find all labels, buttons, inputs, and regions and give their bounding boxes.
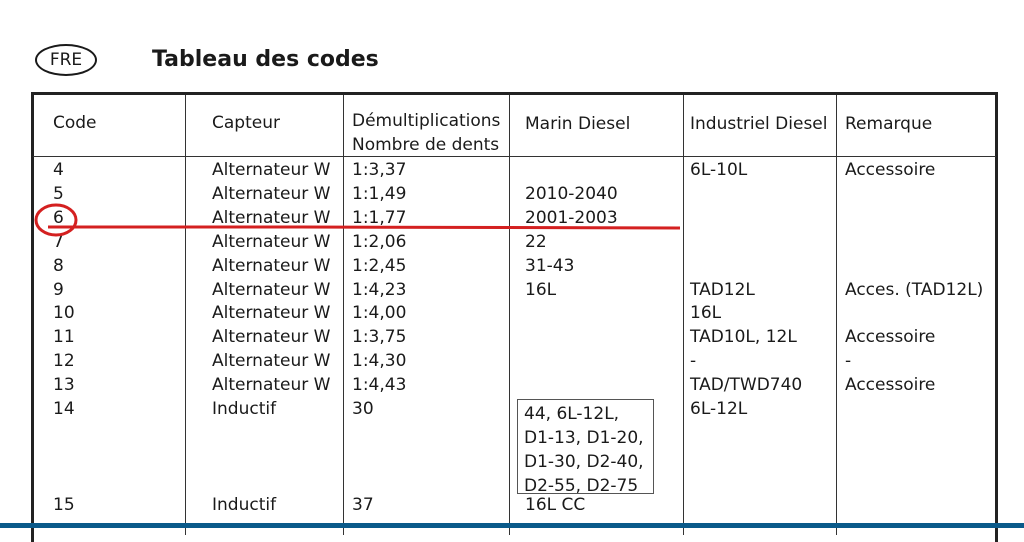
row14-marin-line: D2-55, D2-75 — [524, 476, 639, 496]
cell-capteur: Alternateur W — [212, 327, 331, 347]
header-code: Code — [53, 113, 97, 133]
cell-capteur: Alternateur W — [212, 256, 331, 276]
cell-marin: 22 — [525, 232, 547, 252]
cell-code: 15 — [53, 495, 75, 515]
cell-marin: 16L — [525, 280, 557, 300]
cell-code: 10 — [53, 303, 75, 323]
cell-code: 6 — [53, 208, 64, 228]
cell-remarque: Accessoire — [845, 375, 936, 395]
cell-demult: 1:2,06 — [352, 232, 407, 252]
red-annotation — [34, 203, 681, 237]
cell-marin: 31-43 — [525, 256, 575, 276]
cell-industriel: - — [690, 351, 697, 371]
cell-capteur: Alternateur W — [212, 375, 331, 395]
header-nombre-de-dents: Nombre de dents — [352, 135, 500, 155]
header-divider — [33, 156, 996, 157]
column-divider — [185, 95, 186, 535]
cell-code: 11 — [53, 327, 75, 347]
cell-demult: 1:2,45 — [352, 256, 407, 276]
cell-demult: 37 — [352, 495, 374, 515]
cell-code: 8 — [53, 256, 64, 276]
cell-capteur: Alternateur W — [212, 280, 331, 300]
cell-capteur: Inductif — [212, 399, 277, 419]
cell-remarque: Acces. (TAD12L) — [845, 280, 984, 300]
cell-industriel: TAD12L — [690, 280, 755, 300]
codes-table — [31, 92, 998, 542]
page-title: Tableau des codes — [152, 47, 379, 72]
cell-capteur: Alternateur W — [212, 351, 331, 371]
cell-demult: 1:4,23 — [352, 280, 407, 300]
cell-demult: 1:1,49 — [352, 184, 407, 204]
cell-remarque: - — [845, 351, 852, 371]
cell-capteur: Alternateur W — [212, 208, 331, 228]
cell-industriel: TAD/TWD740 — [690, 375, 803, 395]
highlight-circle — [34, 203, 78, 237]
cell-demult: 1:4,30 — [352, 351, 407, 371]
cell-marin: 16L CC — [525, 495, 586, 515]
cell-capteur: Alternateur W — [212, 184, 331, 204]
header-industriel-diesel: Industriel Diesel — [690, 114, 828, 134]
column-divider — [343, 95, 344, 535]
language-badge: FRE — [35, 44, 97, 76]
cell-remarque: Accessoire — [845, 160, 936, 180]
cell-marin: 2001-2003 — [525, 208, 618, 228]
cell-capteur: Alternateur W — [212, 303, 331, 323]
highlight-underline — [48, 225, 681, 230]
cell-code: 13 — [53, 375, 75, 395]
cell-capteur: Inductif — [212, 495, 277, 515]
cell-demult: 1:3,75 — [352, 327, 407, 347]
column-divider — [509, 95, 510, 535]
header-remarque: Remarque — [845, 114, 933, 134]
cell-industriel: 6L-12L — [690, 399, 748, 419]
cell-industriel: 6L-10L — [690, 160, 748, 180]
cell-demult: 1:3,37 — [352, 160, 407, 180]
row14-marin-box: 44, 6L-12L, D1-13, D1-20, D1-30, D2-40, … — [517, 399, 654, 496]
cell-demult: 1:4,00 — [352, 303, 407, 323]
header-demultiplications: Démultiplications — [352, 111, 501, 131]
header-capteur: Capteur — [212, 113, 280, 133]
cell-code: 12 — [53, 351, 75, 371]
cell-code: 4 — [53, 160, 64, 180]
bottom-edge — [0, 523, 1024, 528]
cell-industriel: 16L — [690, 303, 722, 323]
cell-capteur: Alternateur W — [212, 232, 331, 252]
cell-remarque: Accessoire — [845, 327, 936, 347]
cell-industriel: TAD10L, 12L — [690, 327, 797, 347]
cell-demult: 1:1,77 — [352, 208, 407, 228]
cell-code: 9 — [53, 280, 64, 300]
row14-marin-line: D1-30, D2-40, — [524, 452, 644, 472]
header-marin-diesel: Marin Diesel — [525, 114, 631, 134]
cell-demult: 1:4,43 — [352, 375, 407, 395]
cell-code: 5 — [53, 184, 64, 204]
cell-code: 14 — [53, 399, 75, 419]
row14-marin-line: 44, 6L-12L, — [524, 404, 620, 424]
row14-marin-line: D1-13, D1-20, — [524, 428, 644, 448]
cell-marin: 2010-2040 — [525, 184, 618, 204]
cell-demult: 30 — [352, 399, 374, 419]
column-divider — [683, 95, 684, 535]
cell-capteur: Alternateur W — [212, 160, 331, 180]
cell-code: 7 — [53, 232, 64, 252]
column-divider — [836, 95, 837, 535]
